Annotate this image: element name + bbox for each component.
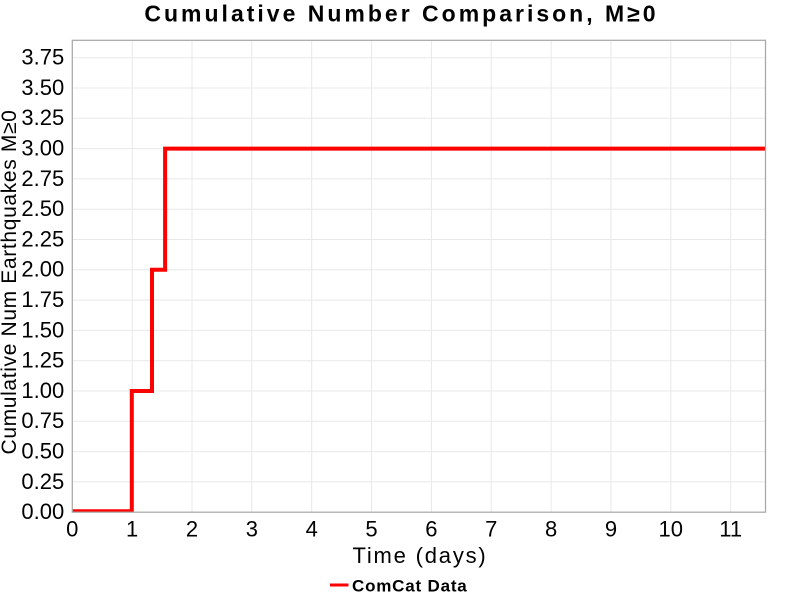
svg-text:0: 0 — [66, 517, 78, 542]
svg-text:10: 10 — [659, 517, 683, 542]
svg-text:3: 3 — [246, 517, 258, 542]
svg-text:2: 2 — [186, 517, 198, 542]
svg-text:9: 9 — [605, 517, 617, 542]
svg-text:11: 11 — [719, 517, 742, 542]
svg-text:2.25: 2.25 — [21, 226, 64, 251]
svg-text:3.00: 3.00 — [21, 136, 64, 161]
svg-text:1.50: 1.50 — [21, 317, 64, 342]
svg-text:Cumulative Num Earthquakes M≥0: Cumulative Num Earthquakes M≥0 — [0, 110, 21, 455]
svg-text:ComCat Data: ComCat Data — [352, 577, 468, 596]
svg-text:1.00: 1.00 — [21, 378, 64, 403]
svg-text:Cumulative Number Comparison,: Cumulative Number Comparison, M≥0 — [144, 0, 658, 26]
svg-text:3.25: 3.25 — [21, 105, 64, 130]
svg-text:0.25: 0.25 — [21, 469, 64, 494]
svg-text:7: 7 — [485, 517, 497, 542]
svg-text:1.75: 1.75 — [21, 287, 64, 312]
svg-text:5: 5 — [365, 517, 377, 542]
svg-text:0.00: 0.00 — [21, 499, 64, 524]
svg-text:3.50: 3.50 — [21, 75, 64, 100]
svg-text:2.00: 2.00 — [21, 257, 64, 282]
svg-text:0.50: 0.50 — [21, 439, 64, 464]
svg-text:1.25: 1.25 — [21, 348, 64, 373]
svg-text:Time (days): Time (days) — [352, 543, 487, 568]
svg-text:2.50: 2.50 — [21, 196, 64, 221]
svg-text:0.75: 0.75 — [21, 408, 64, 433]
svg-text:4: 4 — [306, 517, 318, 542]
svg-text:1: 1 — [126, 517, 138, 542]
svg-text:6: 6 — [425, 517, 437, 542]
svg-text:8: 8 — [545, 517, 557, 542]
svg-text:3.75: 3.75 — [21, 45, 64, 70]
svg-text:2.75: 2.75 — [21, 166, 64, 191]
